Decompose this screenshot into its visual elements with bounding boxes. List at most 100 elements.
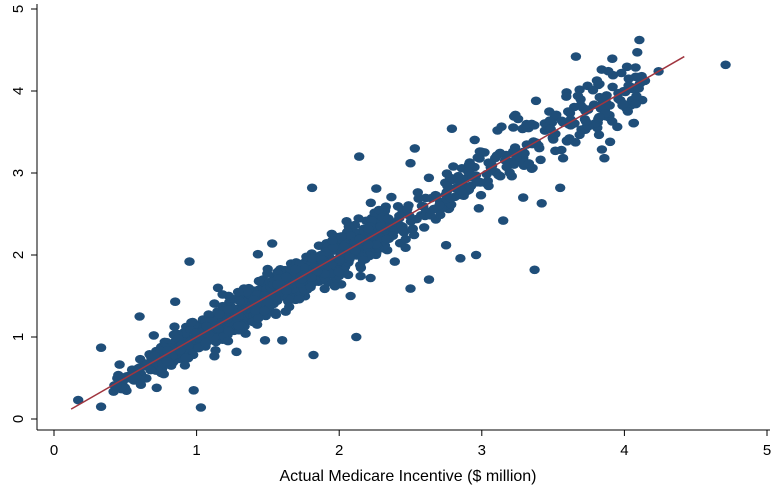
data-point — [529, 265, 540, 275]
data-points — [73, 35, 731, 412]
data-point — [134, 363, 145, 372]
data-point — [127, 373, 138, 383]
data-point — [434, 201, 445, 210]
data-point — [149, 351, 160, 361]
data-point — [535, 155, 546, 165]
data-point — [574, 130, 585, 140]
data-point — [95, 402, 107, 412]
fit-line-layer — [70, 55, 685, 410]
y-tick-label: 4 — [10, 87, 27, 95]
data-point — [326, 229, 337, 239]
data-point — [253, 276, 265, 286]
data-point — [270, 308, 281, 317]
data-point — [210, 346, 221, 355]
data-point — [425, 211, 436, 220]
data-point — [180, 353, 191, 363]
data-point — [145, 365, 156, 375]
data-point — [630, 99, 641, 109]
data-point — [345, 291, 356, 301]
data-point — [333, 267, 344, 277]
data-point — [508, 123, 519, 132]
x-tick-label: 1 — [192, 442, 200, 459]
data-point — [306, 273, 317, 283]
data-point — [262, 297, 274, 307]
data-point — [253, 314, 264, 323]
data-point — [161, 357, 173, 367]
data-point — [297, 274, 308, 284]
data-point — [634, 35, 645, 45]
data-point — [409, 144, 420, 153]
y-tick-label: 0 — [10, 415, 27, 423]
data-point — [604, 137, 616, 147]
x-tick-label: 3 — [478, 442, 486, 459]
data-point — [365, 273, 376, 283]
data-point — [95, 343, 107, 353]
data-point — [603, 66, 614, 76]
data-point — [363, 224, 374, 234]
data-point — [423, 173, 435, 183]
data-point — [354, 152, 365, 161]
data-point — [591, 76, 603, 85]
data-point — [327, 236, 338, 245]
data-point — [419, 223, 430, 232]
data-point — [530, 96, 542, 106]
data-point — [329, 281, 341, 291]
data-point — [544, 116, 555, 125]
data-point — [632, 48, 643, 57]
data-point — [233, 321, 244, 331]
data-point — [336, 232, 347, 241]
data-point — [339, 242, 350, 251]
data-point — [631, 91, 642, 101]
data-point — [363, 240, 374, 249]
data-point — [405, 158, 416, 168]
data-point — [375, 222, 386, 231]
data-point — [498, 216, 509, 225]
data-point — [472, 153, 483, 162]
data-point — [179, 361, 191, 370]
data-point — [580, 117, 592, 126]
data-point — [373, 205, 385, 215]
x-axis-ticks: 0 1 2 3 4 5 — [50, 430, 771, 459]
fit-line — [70, 55, 685, 410]
data-point — [446, 124, 458, 133]
data-point — [290, 264, 301, 274]
data-point — [400, 243, 411, 252]
data-point — [628, 118, 639, 128]
data-point — [469, 135, 480, 145]
data-point — [633, 84, 644, 93]
x-axis-title: Actual Medicare Incentive ($ million) — [280, 468, 537, 485]
data-point — [473, 204, 484, 213]
data-point — [512, 114, 524, 124]
data-point — [587, 85, 599, 95]
data-point — [259, 336, 271, 345]
data-point — [200, 338, 211, 348]
data-point — [73, 395, 84, 405]
data-point — [440, 240, 452, 250]
data-point — [463, 160, 475, 169]
data-point — [557, 153, 569, 163]
data-point — [501, 162, 512, 172]
data-point — [394, 211, 405, 221]
data-point — [353, 214, 364, 223]
data-point — [386, 192, 397, 202]
data-point — [222, 305, 234, 314]
data-point — [262, 269, 273, 279]
data-point — [462, 167, 474, 176]
y-tick-label: 5 — [10, 5, 27, 13]
data-point — [521, 119, 532, 129]
data-point — [114, 360, 125, 369]
data-point — [351, 332, 362, 342]
data-point — [223, 291, 234, 301]
data-point — [563, 107, 574, 116]
data-point — [596, 93, 608, 103]
data-point — [135, 380, 147, 390]
data-point — [214, 309, 225, 319]
data-point — [307, 254, 318, 263]
data-point — [134, 312, 145, 321]
data-point — [142, 359, 153, 368]
data-point — [188, 386, 199, 395]
data-point — [407, 224, 418, 233]
x-tick-label: 4 — [620, 442, 628, 459]
data-point — [342, 270, 354, 280]
data-point — [232, 287, 244, 297]
